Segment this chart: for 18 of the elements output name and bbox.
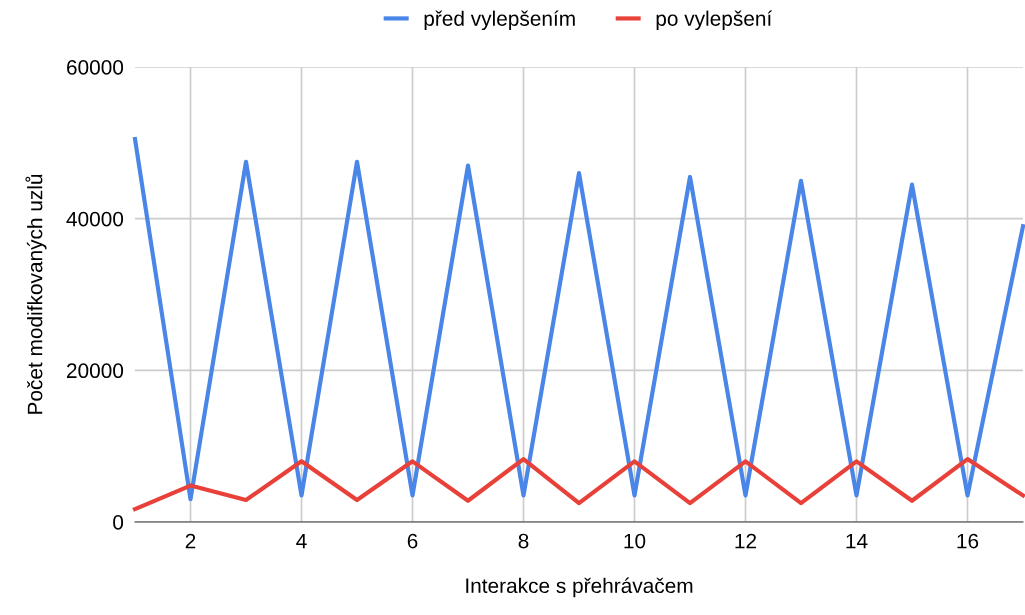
x-tick-label: 10 xyxy=(624,533,646,549)
x-tick-label: 6 xyxy=(407,533,418,549)
y-tick-label: 0 xyxy=(113,515,124,530)
x-tick-label: 4 xyxy=(296,533,307,549)
line-series xyxy=(132,456,1025,512)
legend-label: po vylepšení xyxy=(656,10,773,31)
x-tick-label: 8 xyxy=(518,533,529,549)
x-tick-label: 14 xyxy=(846,533,868,549)
legend-label: před vylepšením xyxy=(424,10,575,31)
y-tick-label: 20000 xyxy=(67,363,124,379)
line-series xyxy=(132,136,1025,502)
x-axis-title: Interakce s přehrávačem xyxy=(466,577,693,598)
x-tick-label: 16 xyxy=(957,533,979,549)
y-tick-label: 60000 xyxy=(67,60,124,75)
x-tick-label: 2 xyxy=(185,533,196,549)
y-tick-label: 40000 xyxy=(66,211,124,227)
x-tick-label: 12 xyxy=(735,533,757,549)
y-axis-title: Počet modifkovaných uzlů xyxy=(25,174,47,414)
